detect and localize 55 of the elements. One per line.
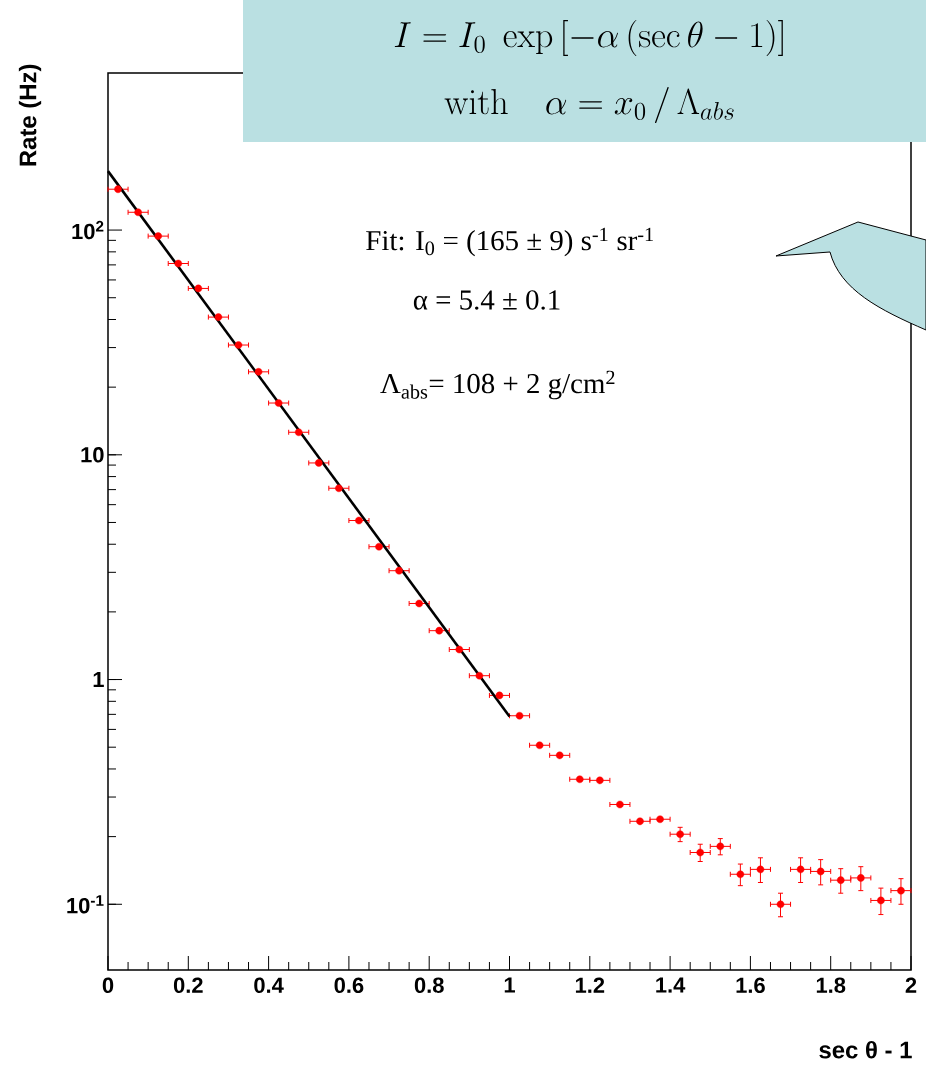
x-tick-label: 0.6 bbox=[334, 977, 364, 994]
y-tick-label: 10$^{2}$ bbox=[72, 220, 104, 240]
y-axis-title: Rate (Hz) bbox=[18, 64, 42, 166]
point bbox=[796, 865, 805, 874]
point bbox=[716, 842, 725, 851]
point bbox=[756, 865, 765, 874]
point bbox=[776, 900, 785, 909]
point bbox=[395, 566, 403, 575]
x-tick-label: 0.4 bbox=[254, 977, 284, 994]
annotation: Fit: I$_{0}$ = (165 ± 9) s$^{-1}$ sr$^{-1}$ bbox=[366, 227, 653, 257]
annotation: $\mathrm{with}\quad \alpha = x_0\,/\,\Lambda_{abs}$ bbox=[444, 86, 734, 124]
point bbox=[897, 886, 905, 895]
x-axis-title: sec θ - 1 bbox=[819, 1040, 912, 1059]
x-tick-label: 2 bbox=[905, 977, 917, 993]
point bbox=[435, 626, 444, 635]
point bbox=[495, 691, 504, 700]
x-tick-label: 1.6 bbox=[736, 977, 765, 994]
point bbox=[294, 428, 303, 437]
point bbox=[415, 599, 423, 608]
point bbox=[174, 259, 183, 268]
point bbox=[455, 645, 464, 654]
point bbox=[335, 484, 343, 493]
point bbox=[736, 870, 745, 879]
point bbox=[816, 867, 825, 876]
point bbox=[375, 542, 383, 551]
x-tick-label: 0.2 bbox=[173, 977, 203, 994]
point bbox=[535, 741, 544, 750]
x-tick-label: 1.8 bbox=[816, 977, 846, 994]
point bbox=[194, 284, 203, 293]
y-tick-label: 1 bbox=[93, 672, 104, 688]
point bbox=[555, 751, 564, 760]
point bbox=[836, 876, 845, 884]
point bbox=[355, 516, 363, 525]
point bbox=[696, 848, 704, 857]
point bbox=[636, 817, 644, 826]
point bbox=[515, 711, 524, 720]
annotation: α = 5.4 ± 0.1 bbox=[413, 290, 560, 310]
point bbox=[475, 671, 484, 680]
x-tick-label: 0 bbox=[102, 977, 114, 994]
x-tick-label: 0.8 bbox=[414, 977, 444, 994]
x-tick-label: 1 bbox=[504, 977, 515, 993]
point bbox=[656, 815, 664, 824]
point bbox=[877, 896, 885, 905]
point bbox=[575, 775, 584, 784]
y-tick-label: 10$^{-1}$ bbox=[67, 895, 104, 914]
x-tick-label: 1.4 bbox=[656, 977, 686, 993]
point bbox=[134, 208, 142, 217]
x-tick-label: 1.2 bbox=[575, 977, 605, 993]
point bbox=[857, 874, 865, 882]
point bbox=[676, 830, 684, 838]
y-tick-label: 10 bbox=[81, 447, 104, 463]
point bbox=[616, 800, 624, 809]
text: $I = I_0\;\exp\left[-\alpha\left(\sec\theta-1\right)\right]$ bbox=[394, 19, 783, 57]
annotation: Λ$_{abs}$= 108 + 2 g/cm$^{2}$ bbox=[380, 370, 615, 400]
point bbox=[596, 776, 604, 785]
